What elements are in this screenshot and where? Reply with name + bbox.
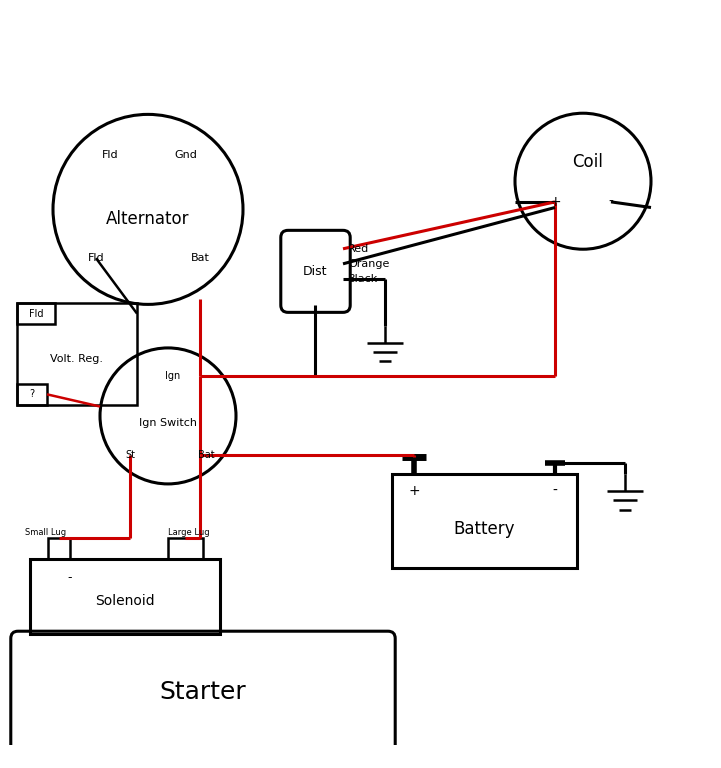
Text: +: + — [408, 484, 420, 498]
Text: Battery: Battery — [454, 520, 515, 538]
Text: -: - — [609, 195, 614, 209]
Text: -: - — [68, 571, 72, 584]
Text: ?: ? — [30, 389, 35, 399]
Text: Solenoid: Solenoid — [95, 594, 155, 607]
Bar — [48, 538, 70, 558]
Bar — [17, 384, 47, 405]
Bar — [168, 538, 203, 558]
Text: Starter: Starter — [159, 680, 247, 704]
Text: Coil: Coil — [572, 154, 603, 171]
Text: St: St — [125, 450, 135, 460]
Text: Fld: Fld — [29, 309, 43, 319]
Text: Ign: Ign — [165, 372, 181, 382]
Text: -: - — [552, 484, 557, 498]
Text: Ign Switch: Ign Switch — [139, 419, 197, 429]
Bar — [392, 474, 577, 568]
Bar — [30, 558, 220, 634]
Text: Black: Black — [348, 274, 379, 284]
Text: Gnd: Gnd — [174, 150, 198, 160]
Text: Fld: Fld — [88, 253, 105, 263]
Text: Bat: Bat — [198, 450, 214, 460]
Text: Volt. Reg.: Volt. Reg. — [50, 353, 104, 364]
Bar — [17, 303, 55, 324]
Text: Fld: Fld — [102, 150, 118, 160]
Text: Alternator: Alternator — [106, 210, 190, 228]
Text: Orange: Orange — [348, 259, 389, 269]
Text: +: + — [549, 195, 561, 209]
Text: Small Lug: Small Lug — [25, 528, 66, 537]
Text: Red: Red — [348, 243, 369, 253]
Text: Dist: Dist — [303, 265, 327, 278]
Text: Bat: Bat — [190, 253, 209, 263]
Bar — [17, 303, 137, 405]
Text: Large Lug: Large Lug — [168, 528, 210, 537]
